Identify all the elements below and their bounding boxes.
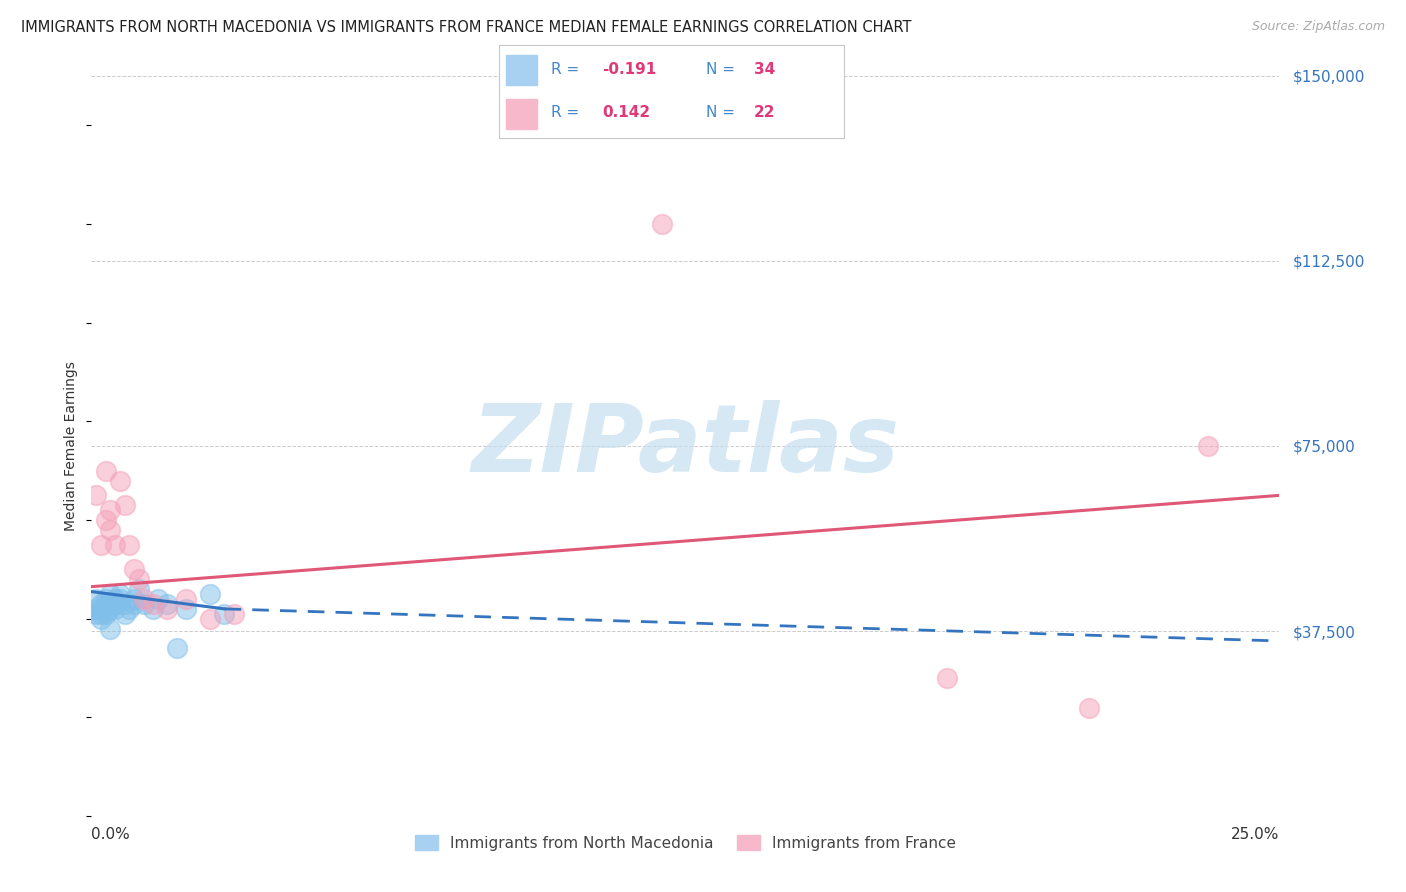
Point [114,607,136,621]
Point [200,612,222,626]
Point [90,607,112,621]
Point [104,602,127,616]
Point [118,602,141,616]
Point [90,538,112,552]
Text: ZIPatlas: ZIPatlas [471,400,900,492]
Text: 0.0%: 0.0% [91,827,131,842]
Point [132,592,155,607]
Point [94,597,117,611]
Point [94,464,117,478]
Text: 0.142: 0.142 [603,105,651,120]
Point [651,217,673,231]
Point [200,587,222,601]
Point [100,503,122,517]
Point [100,587,122,601]
Point [146,592,169,607]
Point [84,592,107,607]
Point [104,538,127,552]
Point [142,602,165,616]
Point [142,597,165,611]
Point [156,602,179,616]
Point [122,592,145,607]
Point [104,597,127,611]
Point [84,488,107,502]
Point [94,592,117,607]
Point [114,597,136,611]
Point [128,572,150,586]
Point [176,592,198,607]
Point [114,498,136,512]
Point [84,602,107,616]
Text: R =: R = [551,105,583,120]
Point [156,597,179,611]
Point [118,538,141,552]
Text: Source: ZipAtlas.com: Source: ZipAtlas.com [1251,20,1385,33]
Text: N =: N = [706,105,740,120]
Bar [506,99,537,129]
Text: 22: 22 [754,105,776,120]
Point [100,622,122,636]
Point [935,671,957,685]
Point [94,513,117,527]
Point [108,474,131,488]
Point [94,602,117,616]
Point [108,592,131,607]
Point [222,607,245,621]
Point [108,587,131,601]
Text: 25.0%: 25.0% [1232,827,1279,842]
Point [100,523,122,537]
Point [90,602,112,616]
Point [90,597,112,611]
Point [214,607,236,621]
Text: R =: R = [551,62,583,78]
Point [122,597,145,611]
Point [132,597,155,611]
Point [1078,700,1101,714]
Point [104,592,127,607]
Point [94,607,117,621]
Text: -0.191: -0.191 [603,62,657,78]
Point [166,641,188,656]
Point [90,612,112,626]
Point [1197,439,1219,453]
Bar [506,55,537,85]
Point [84,607,107,621]
Y-axis label: Median Female Earnings: Median Female Earnings [65,361,79,531]
Point [176,602,198,616]
Text: 34: 34 [754,62,775,78]
Text: IMMIGRANTS FROM NORTH MACEDONIA VS IMMIGRANTS FROM FRANCE MEDIAN FEMALE EARNINGS: IMMIGRANTS FROM NORTH MACEDONIA VS IMMIG… [21,20,911,35]
Point [100,602,122,616]
Point [128,582,150,596]
Text: N =: N = [706,62,740,78]
Point [122,562,145,576]
Legend: Immigrants from North Macedonia, Immigrants from France: Immigrants from North Macedonia, Immigra… [409,829,962,856]
Point [100,597,122,611]
